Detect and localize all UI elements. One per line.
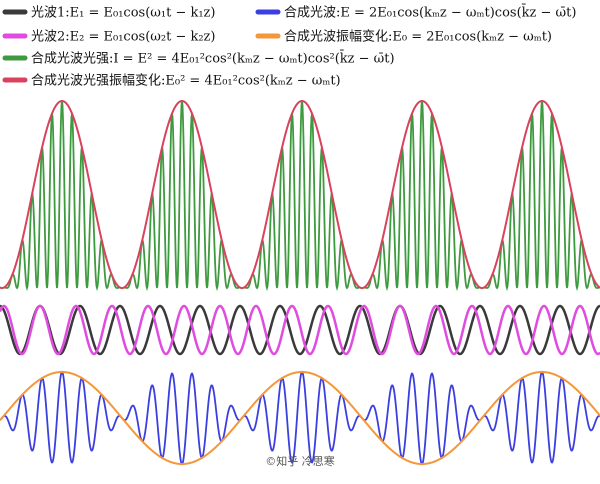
curves [0, 99, 600, 466]
wave-2 [0, 304, 600, 356]
legend-label: 合成光波光强:I = E² = 4E₀₁²cos²(kₘz − ωₘt)cos²… [31, 50, 395, 67]
legend-label: 光波1:E₁ = E₀₁cos(ω₁t − k₁z) [31, 6, 215, 21]
legend-label: 合成光波光强振幅变化:E₀² = 4E₀₁²cos²(kₘz − ωₘt) [31, 73, 341, 89]
legend-label: 光波2:E₂ = E₀₁cos(ω₂t − k₂z) [31, 30, 215, 45]
amplitude-envelope [0, 371, 600, 465]
legend-label: 合成光波振幅变化:E₀ = 2E₀₁cos(kₘz − ωₘt) [284, 29, 552, 45]
legend: 光波1:E₁ = E₀₁cos(ω₁t − k₁z) 合成光波:E = 2E₀₁c… [2, 4, 576, 89]
wave-1 [0, 304, 600, 356]
watermark: ©知乎 冷思寒 [265, 454, 335, 468]
intensity-envelope [0, 99, 600, 290]
legend-label: 合成光波:E = 2E₀₁cos(kₘz − ωₘt)cos(k̄z − ω̄t… [284, 4, 576, 21]
composite-wave [0, 370, 600, 466]
intensity-curve [0, 100, 600, 292]
